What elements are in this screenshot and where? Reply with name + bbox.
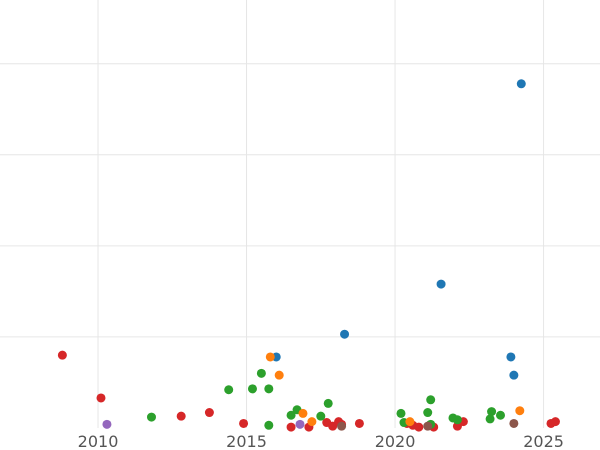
data-point-s0-1 — [436, 279, 446, 289]
data-point-s2-3 — [256, 368, 266, 378]
data-point-s2-4 — [264, 384, 274, 394]
data-points — [57, 79, 560, 432]
data-point-s3-3 — [307, 417, 317, 427]
data-point-s3-1 — [274, 370, 284, 380]
data-point-s4-1 — [295, 419, 305, 429]
data-point-s1-4 — [239, 418, 249, 428]
data-point-s2-12 — [423, 408, 433, 418]
data-point-s1-1 — [96, 393, 106, 403]
data-point-s0-3 — [506, 352, 516, 362]
data-point-s2-8 — [316, 411, 326, 421]
data-point-s2-1 — [224, 385, 234, 395]
data-point-s2-16 — [452, 415, 462, 425]
data-point-s2-6 — [286, 410, 296, 420]
data-point-s5-1 — [423, 421, 433, 431]
x-tick-label-2: 2020 — [375, 432, 416, 450]
data-point-s3-0 — [265, 352, 275, 362]
data-point-s2-13 — [426, 395, 436, 405]
data-point-s5-0 — [337, 421, 347, 431]
data-point-s1-11 — [354, 418, 364, 428]
data-point-s1-0 — [57, 350, 67, 360]
data-point-s3-5 — [515, 406, 525, 416]
data-point-s2-5 — [264, 420, 274, 430]
x-tick-label-1: 2015 — [226, 432, 267, 450]
data-point-s2-0 — [146, 412, 156, 422]
data-point-s5-2 — [509, 418, 519, 428]
data-point-s0-4 — [509, 370, 519, 380]
data-point-s3-4 — [405, 417, 415, 427]
data-point-s0-2 — [340, 329, 350, 339]
x-tick-label-3: 2025 — [523, 432, 564, 450]
data-point-s1-19 — [550, 417, 560, 427]
data-point-s1-3 — [204, 408, 214, 418]
data-point-s2-10 — [396, 408, 406, 418]
x-tick-label-0: 2010 — [78, 432, 119, 450]
data-point-s2-2 — [247, 384, 257, 394]
data-point-s2-19 — [495, 410, 505, 420]
data-point-s2-9 — [323, 398, 333, 408]
data-point-s2-17 — [485, 414, 495, 424]
data-point-s0-0 — [516, 79, 526, 89]
data-point-s4-0 — [102, 419, 112, 429]
x-tick-labels: 2010 2015 2020 2025 — [78, 432, 564, 450]
data-point-s2-18 — [487, 407, 497, 417]
data-point-s1-5 — [286, 422, 296, 432]
data-point-s1-2 — [176, 411, 186, 421]
grid-lines — [0, 0, 600, 428]
data-point-s1-14 — [414, 422, 424, 432]
data-point-s3-2 — [298, 408, 308, 418]
